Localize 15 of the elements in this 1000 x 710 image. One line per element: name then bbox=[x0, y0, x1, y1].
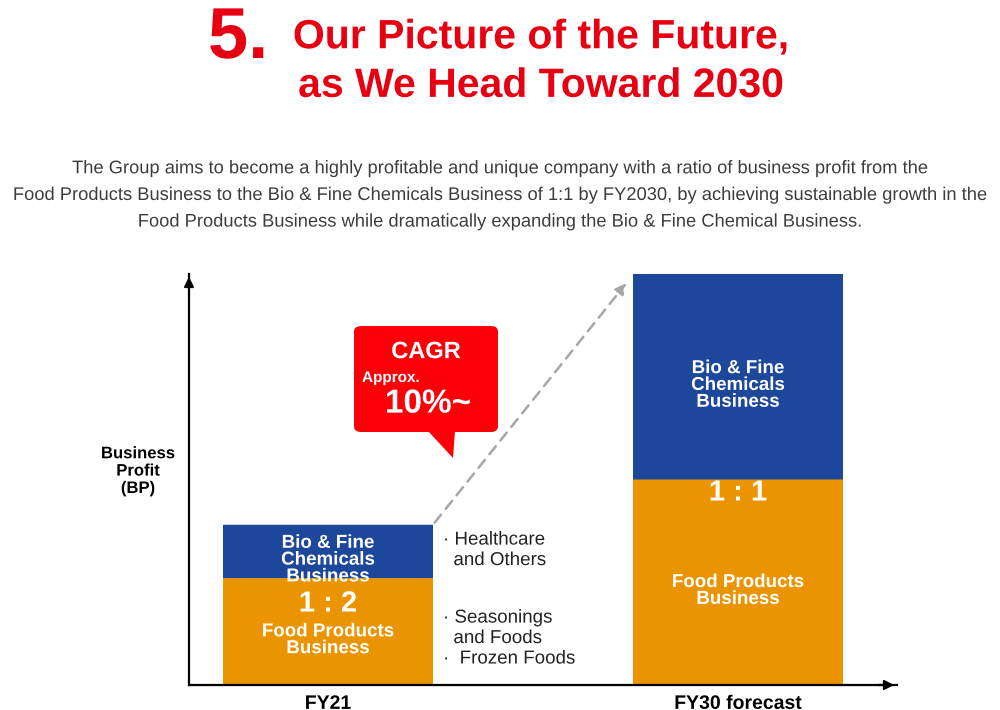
annotation: CAGR Approx. 10%~ bbox=[362, 342, 470, 413]
annotation: · Healthcare and Others bbox=[445, 531, 546, 566]
chart-subtitle: The Group aims to become a highly profitable and unique company with a ratio of business profit from the Food Products Business to the Bio & Fine Chemicals Business of 1:1 by FY2030, by achieving sustainable growth in the Food Products Business while dramatically expanding the Bio & Fine Chemical Business. bbox=[14, 160, 986, 230]
series-label: Food Products Business bbox=[263, 622, 394, 654]
x-tick-label: FY30 forecast bbox=[676, 694, 802, 710]
annotation: · Seasonings and Foods · Frozen Foods bbox=[445, 609, 575, 664]
annotation: 1 : 2 bbox=[300, 591, 356, 612]
text: Food Products Business bbox=[673, 573, 804, 604]
bar bbox=[633, 274, 843, 480]
bar bbox=[633, 480, 843, 685]
chart-title: 5. Our Picture of the Future, as We Head Toward 2030 bbox=[210, 8, 786, 98]
x-tick-label: FY21 bbox=[306, 695, 351, 709]
y-axis-title: Business Profit (BP) bbox=[102, 446, 174, 496]
annotation: 1 : 1 bbox=[710, 480, 766, 501]
text: Bio & Fine Chemicals Business bbox=[692, 360, 784, 407]
